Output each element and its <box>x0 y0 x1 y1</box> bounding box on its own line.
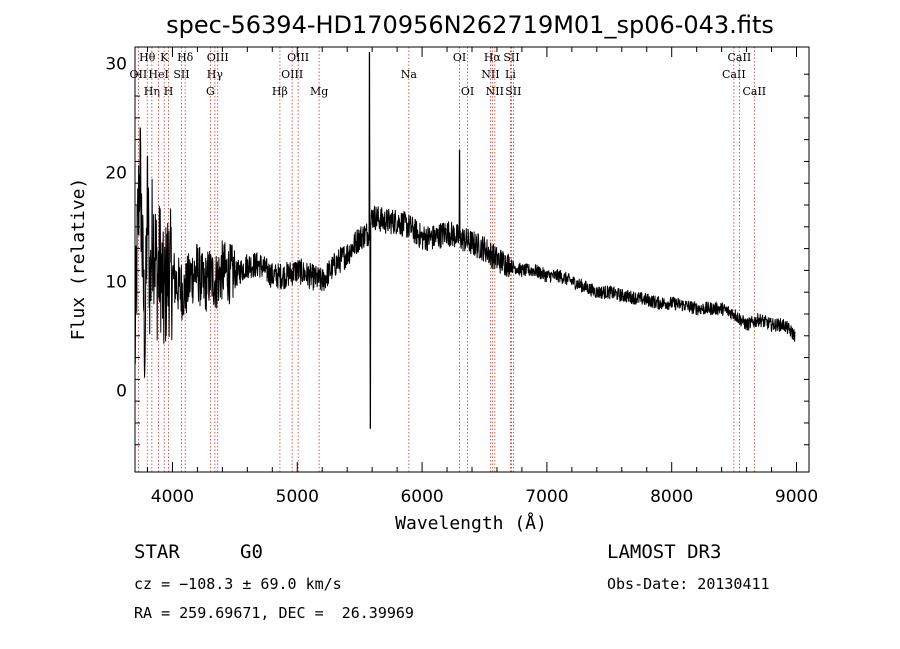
y-axis-ticks: 0 10 20 30 <box>105 54 809 446</box>
marker-label: Hα <box>484 51 502 64</box>
survey-name: LAMOST DR3 <box>607 541 722 563</box>
marker-label: OIII <box>207 51 229 64</box>
x-tick-label: 8000 <box>650 487 693 507</box>
marker-label: CaII <box>742 85 766 98</box>
y-tick-label: 10 <box>105 272 127 292</box>
marker-label: Hβ <box>272 85 288 98</box>
x-axis-label: Wavelength (Å) <box>395 512 547 534</box>
marker-label: SII <box>173 68 189 81</box>
marker-label: CaII <box>722 68 746 81</box>
marker-label: HeI <box>148 68 168 81</box>
x-axis-ticks: 4000 5000 6000 7000 8000 9000 <box>146 47 818 507</box>
marker-label: NII <box>481 68 499 81</box>
marker-label: Hθ <box>139 51 156 64</box>
line-markers: OIIHθHηHeIKHSIIHδGHγOIIIHβOIIIOIIIMgNaOI… <box>130 47 766 472</box>
marker-label: Na <box>401 68 418 81</box>
marker-label: Li <box>505 68 516 81</box>
marker-label: CaII <box>728 51 752 64</box>
marker-label: K <box>160 51 169 64</box>
marker-label: OIII <box>287 51 309 64</box>
marker-label: SII <box>503 51 519 64</box>
chart-title: spec-56394-HD170956N262719M01_sp06-043.f… <box>166 11 774 39</box>
y-tick-label: 0 <box>116 381 127 401</box>
spectrum-line <box>134 51 796 429</box>
marker-label: OIII <box>281 68 303 81</box>
marker-label: H <box>164 85 174 98</box>
marker-label: Hη <box>144 85 160 98</box>
object-subclass: G0 <box>240 541 263 563</box>
spectrum-series <box>134 51 796 429</box>
y-axis-label: Flux (relative) <box>68 178 89 341</box>
x-tick-label: 9000 <box>775 487 818 507</box>
plot-frame <box>134 46 810 473</box>
marker-label: SII <box>505 85 521 98</box>
x-tick-label: 4000 <box>151 487 194 507</box>
marker-label: Mg <box>310 85 328 98</box>
coordinates: RA = 259.69671, DEC = 26.39969 <box>134 604 414 622</box>
marker-label: NII <box>486 85 504 98</box>
marker-label: Hγ <box>207 68 224 81</box>
obs-date: Obs-Date: 20130411 <box>607 575 770 593</box>
x-tick-label: 6000 <box>400 487 443 507</box>
x-tick-label: 7000 <box>525 487 568 507</box>
object-class: STAR <box>134 541 180 563</box>
marker-label: Hδ <box>177 51 194 64</box>
y-tick-label: 20 <box>105 163 127 183</box>
x-tick-label: 5000 <box>276 487 319 507</box>
y-tick-label: 30 <box>105 54 127 74</box>
marker-label: OI <box>461 85 474 98</box>
marker-label: OI <box>453 51 466 64</box>
marker-label: G <box>206 85 215 98</box>
cz-value: cz = −108.3 ± 69.0 km/s <box>134 575 342 593</box>
